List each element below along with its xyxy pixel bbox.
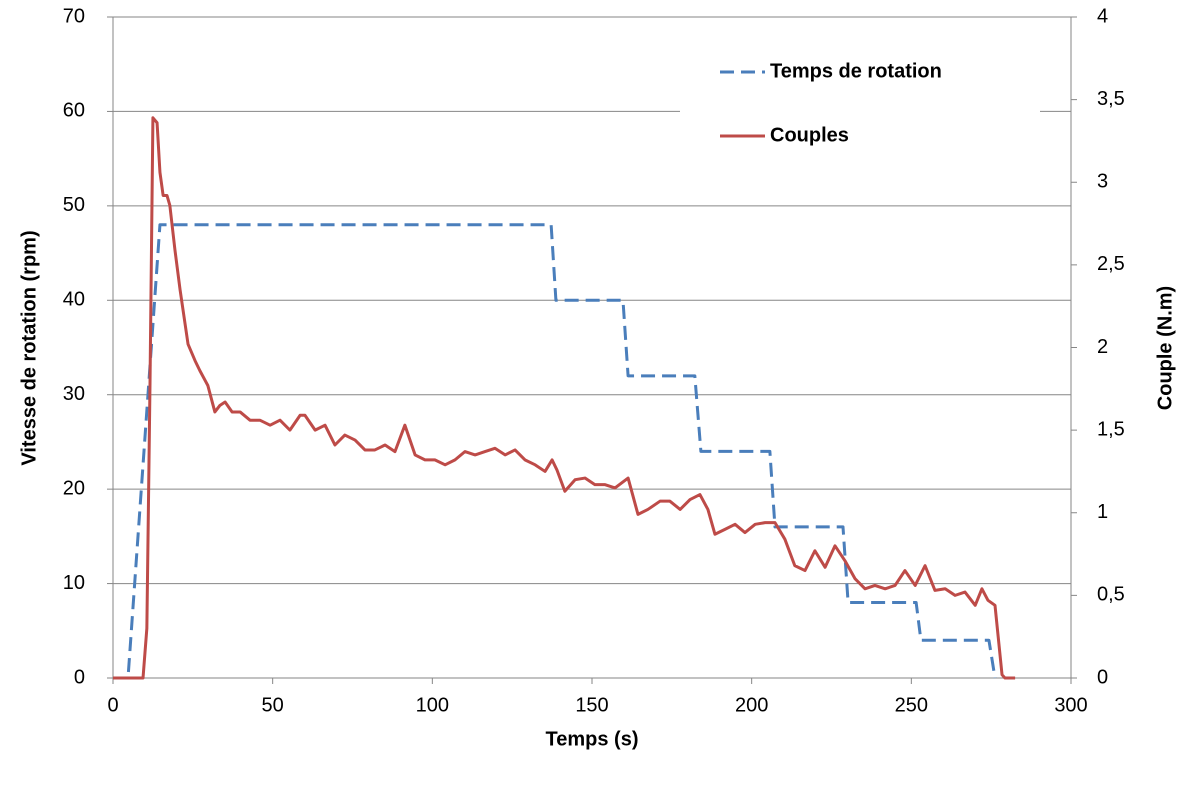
y2-tick-label: 4 [1097,5,1108,27]
x-tick-label: 0 [107,694,118,716]
x-tick-label: 300 [1054,694,1087,716]
legend-label: Temps de rotation [770,60,942,82]
y2-tick-label: 2,5 [1097,253,1125,275]
series-line [113,116,1016,680]
y2-tick-label: 1,5 [1097,418,1125,440]
y2-tick-label: 2 [1097,336,1108,358]
x-tick-label: 100 [416,694,449,716]
y-axis-label: Vitesse de rotation (rpm) [18,230,40,465]
y2-tick-label: 3 [1097,171,1108,193]
x-tick-label: 150 [575,694,608,716]
x-tick-label: 50 [262,694,284,716]
y-tick-label: 50 [63,194,85,216]
y-tick-label: 10 [63,572,85,594]
y-tick-label: 60 [63,100,85,122]
y-tick-label: 70 [63,5,85,27]
y-tick-label: 20 [63,477,85,499]
x-tick-label: 200 [735,694,768,716]
y2-tick-label: 0 [1097,666,1108,688]
series-line [113,223,997,680]
y-tick-label: 30 [63,383,85,405]
x-tick-label: 250 [895,694,928,716]
y2-axis-label: Couple (N.m) [1154,286,1176,410]
y2-tick-label: 3,5 [1097,88,1125,110]
legend-box [680,48,1040,168]
x-axis-label: Temps (s) [546,728,639,750]
y-tick-label: 0 [74,666,85,688]
y2-tick-label: 0,5 [1097,584,1125,606]
y-tick-label: 40 [63,289,85,311]
legend-label: Couples [770,124,849,146]
y2-tick-label: 1 [1097,501,1108,523]
